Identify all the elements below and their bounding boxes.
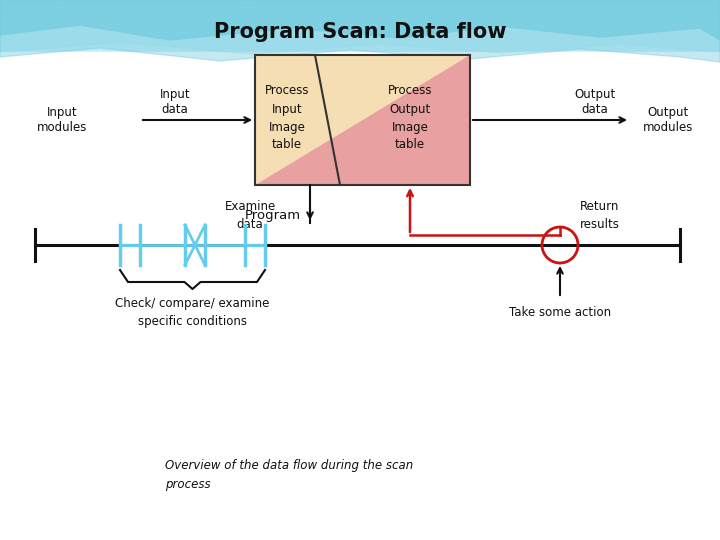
Polygon shape bbox=[0, 0, 720, 40]
Text: Overview of the data flow during the scan
process: Overview of the data flow during the sca… bbox=[165, 459, 413, 491]
Text: Check/ compare/ examine
specific conditions: Check/ compare/ examine specific conditi… bbox=[115, 296, 270, 327]
Text: Return
results: Return results bbox=[580, 199, 620, 231]
Polygon shape bbox=[0, 0, 720, 62]
Text: Program Scan: Data flow: Program Scan: Data flow bbox=[214, 22, 506, 42]
Bar bbox=[0, 0, 720, 70]
Text: Output
modules: Output modules bbox=[643, 106, 693, 134]
Polygon shape bbox=[0, 0, 720, 54]
Text: Process
Output
Image
table: Process Output Image table bbox=[388, 84, 432, 152]
Text: Input
data: Input data bbox=[160, 88, 190, 116]
Text: Take some action: Take some action bbox=[509, 307, 611, 320]
Polygon shape bbox=[255, 55, 470, 185]
Text: Input
modules: Input modules bbox=[37, 106, 87, 134]
Text: Output
data: Output data bbox=[575, 88, 616, 116]
Text: Examine
data: Examine data bbox=[225, 199, 276, 231]
Polygon shape bbox=[255, 55, 470, 185]
Text: Program: Program bbox=[244, 208, 300, 221]
Text: Process
Input
Image
table: Process Input Image table bbox=[265, 84, 310, 152]
Polygon shape bbox=[0, 0, 720, 57]
Bar bbox=[255, 55, 470, 185]
Polygon shape bbox=[0, 0, 720, 22]
